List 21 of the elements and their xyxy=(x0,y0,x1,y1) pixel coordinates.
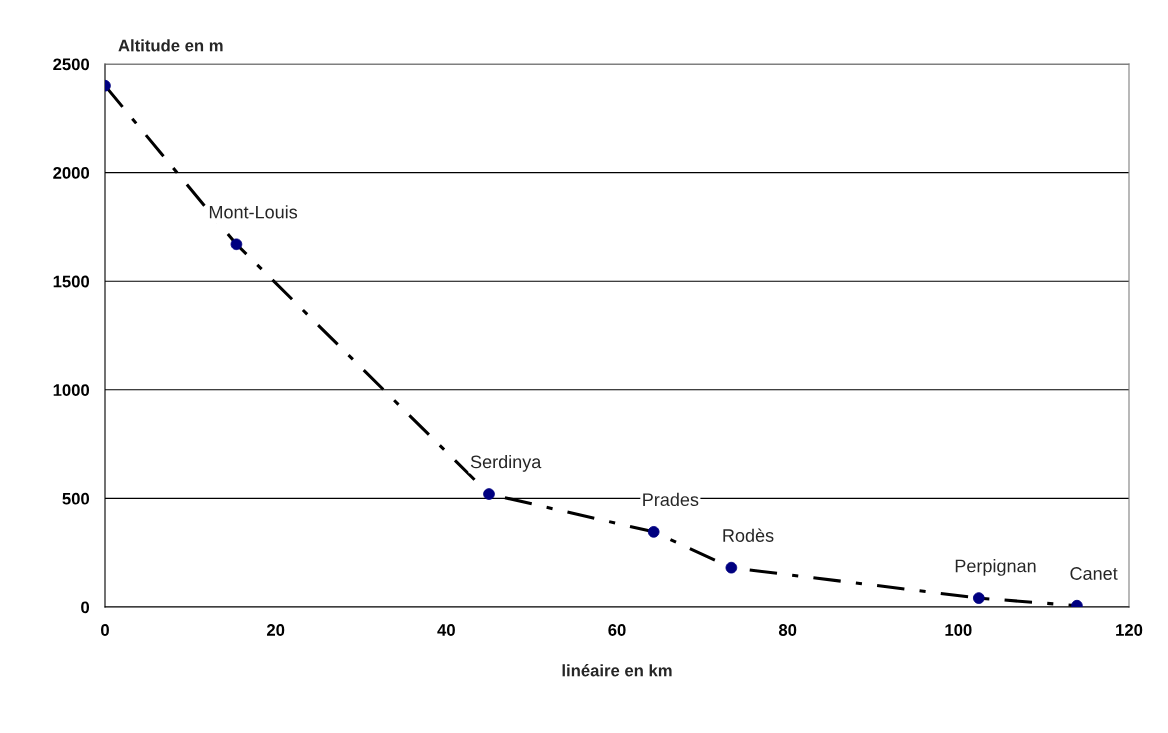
x-tick-label: 80 xyxy=(778,624,797,636)
annotation: Rodès xyxy=(723,528,774,542)
y-axis-title: Altitude en m xyxy=(118,39,223,52)
annotation: Mont-Louis xyxy=(209,205,298,219)
x-tick-label: 40 xyxy=(437,624,455,636)
x-tick-label: 60 xyxy=(608,624,626,636)
x-tick-label: 20 xyxy=(266,624,285,636)
annotation: Prades xyxy=(643,492,699,507)
x-axis-title: linéaire en km xyxy=(562,664,672,677)
annotation: Serdinya xyxy=(470,455,542,472)
y-tick-label: 1000 xyxy=(53,384,90,396)
annotation: Canet xyxy=(1070,567,1118,580)
y-tick-label: 1500 xyxy=(53,275,90,288)
x-tick-label: 100 xyxy=(945,624,972,636)
y-tick-label: 0 xyxy=(81,601,90,614)
y-tick-label: 500 xyxy=(62,492,90,505)
y-tick-label: 2000 xyxy=(53,167,90,179)
x-tick-label: 0 xyxy=(101,624,109,636)
y-tick-label: 2500 xyxy=(53,58,90,71)
annotation: Perpignan xyxy=(955,559,1036,576)
x-tick-label: 120 xyxy=(1116,624,1143,636)
